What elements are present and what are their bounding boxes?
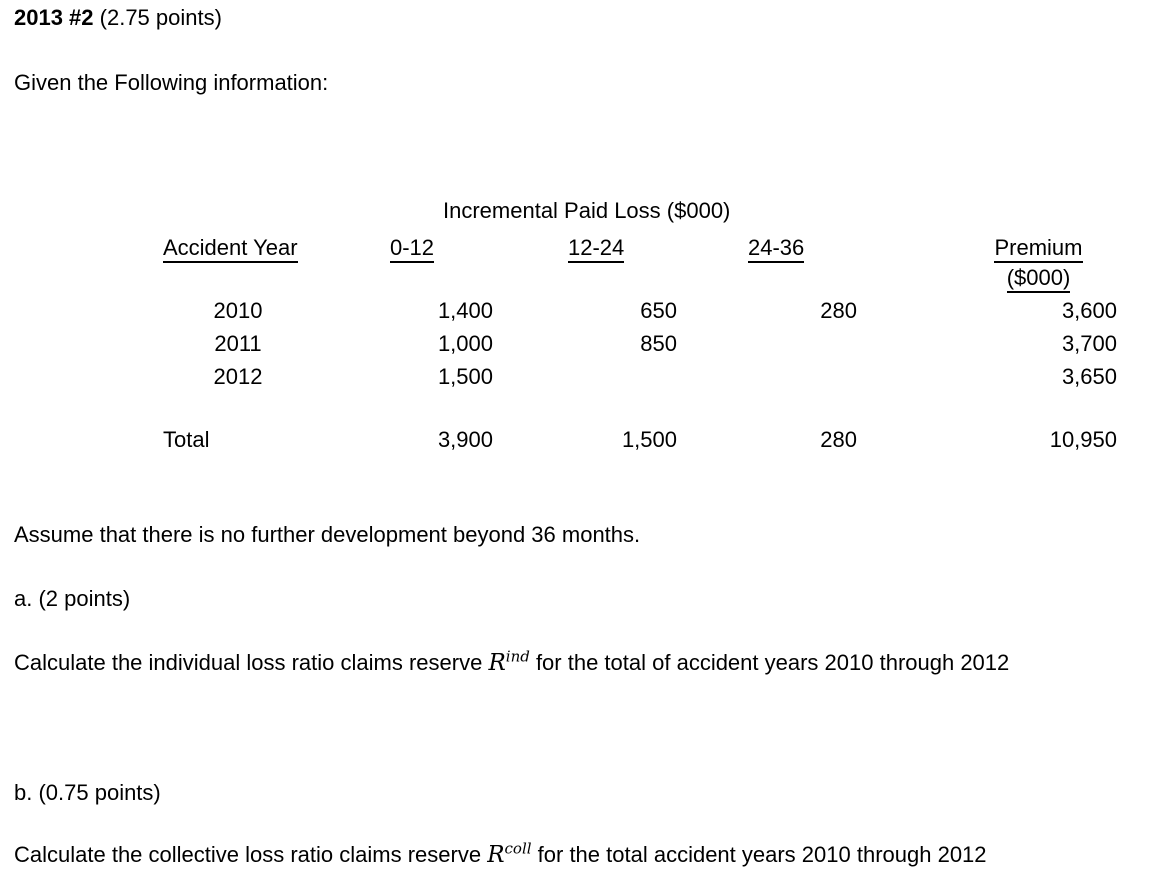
part-a-question: Calculate the individual loss ratio clai… — [14, 649, 1009, 677]
row-year: 2010 — [213, 298, 263, 323]
row-value-premium: 3,600 — [1061, 298, 1117, 323]
row-value-12-24: 650 — [640, 298, 677, 323]
question-number: 2013 #2 — [14, 5, 94, 30]
reserve-symbol-collective: Rcoll — [487, 839, 532, 868]
column-header-premium: Premium — [990, 234, 1087, 263]
question-points: (2.75 points) — [93, 5, 222, 30]
assumption-text: Assume that there is no further developm… — [14, 522, 641, 547]
part-b-question: Calculate the collective loss ratio clai… — [14, 841, 987, 869]
intro-text: Given the Following information: — [14, 70, 329, 95]
table-group-header: Incremental Paid Loss ($000) — [443, 198, 731, 223]
column-header-12-24: 12-24 — [568, 234, 625, 263]
question-title: 2013 #2 (2.75 points) — [14, 4, 222, 31]
reserve-symbol-individual: Rind — [488, 647, 530, 676]
column-header-accident-year: Accident Year — [163, 234, 298, 263]
row-value-premium: 3,700 — [1061, 331, 1117, 356]
row-year: 2012 — [213, 364, 263, 389]
column-header-0-12: 0-12 — [390, 234, 435, 263]
total-value-12-24: 1,500 — [621, 427, 677, 452]
row-value-0-12: 1,500 — [437, 364, 493, 389]
part-b-text-after: for the total accident years 2010 throug… — [531, 842, 987, 867]
row-value-premium: 3,650 — [1061, 364, 1117, 389]
row-value-0-12: 1,400 — [437, 298, 493, 323]
column-header-premium-units: ($000) — [990, 264, 1087, 293]
part-b-text-before: Calculate the collective loss ratio clai… — [14, 842, 488, 867]
row-year: 2011 — [214, 331, 262, 356]
part-a-heading: a. (2 points) — [14, 586, 131, 611]
row-value-0-12: 1,000 — [437, 331, 493, 356]
total-value-premium: 10,950 — [1049, 427, 1117, 452]
row-value-24-36: 280 — [820, 298, 857, 323]
part-a-text-before: Calculate the individual loss ratio clai… — [14, 650, 489, 675]
total-value-0-12: 3,900 — [437, 427, 493, 452]
row-value-12-24: 850 — [640, 331, 677, 356]
total-label: Total — [163, 427, 210, 452]
part-b-heading: b. (0.75 points) — [14, 780, 161, 805]
part-a-text-after: for the total of accident years 2010 thr… — [529, 650, 1010, 675]
column-header-24-36: 24-36 — [748, 234, 805, 263]
total-value-24-36: 280 — [820, 427, 857, 452]
